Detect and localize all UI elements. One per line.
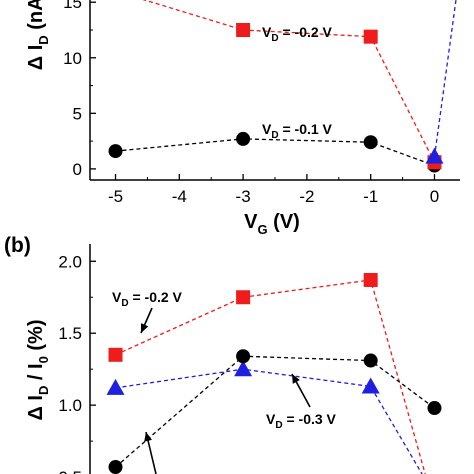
data-point — [108, 347, 123, 362]
y-axis-label: Δ ID / I0 (%) — [25, 319, 51, 420]
y-tick-label: 15 — [63, 0, 82, 12]
panel-a: 0 5 10 15 -5 -4 -3 -2 -1 0 VG (V) Δ ID (nA) VD = -0.… — [25, 0, 460, 237]
y-tick-label: 2.0 — [58, 252, 82, 271]
series-line — [115, 368, 423, 474]
series-line — [433, 0, 457, 157]
x-tick-label: -5 — [108, 187, 123, 206]
series-line — [142, 0, 436, 163]
arrow-head — [140, 323, 149, 333]
data-point — [361, 377, 380, 394]
data-point — [363, 29, 378, 44]
y-tick-label: 0 — [73, 160, 82, 179]
y-tick-label: 1.5 — [58, 324, 82, 343]
panel-label: (b) — [4, 234, 31, 257]
y-tick-label: 0.5 — [58, 468, 82, 474]
data-point — [106, 378, 125, 395]
x-tick-label: -2 — [299, 187, 314, 206]
y-tick-label: 10 — [63, 49, 82, 68]
plot-area-b — [106, 272, 442, 474]
series-line — [115, 355, 435, 468]
data-point — [236, 23, 251, 37]
data-point — [108, 460, 123, 474]
series-annotation: VD = -0.2 V — [112, 289, 183, 309]
y-axis-label: Δ ID (nA) — [25, 0, 51, 70]
y-tick-label: 1.0 — [58, 396, 82, 415]
series-line — [115, 279, 426, 474]
panel-b: 0.5 1.0 1.5 2.0 (b) Δ ID / I0 (%) VD = -0.2 V V… — [4, 234, 442, 474]
x-tick-label: -1 — [363, 187, 378, 206]
series-annotation: VD = -0.2 V — [262, 24, 333, 44]
x-tick-label: -4 — [172, 187, 187, 206]
data-point — [108, 144, 123, 159]
data-point — [236, 290, 251, 305]
series-line — [115, 138, 435, 167]
series-annotation: VD = -0.1 V — [262, 121, 333, 141]
x-axis-label: VG (V) — [244, 211, 300, 237]
data-point — [236, 349, 251, 364]
arrow-head — [144, 432, 152, 442]
x-tick-label: -3 — [236, 187, 251, 206]
data-point — [427, 401, 442, 416]
series-annotation: VD = -0.3 V — [266, 411, 337, 431]
plot-area-a — [108, 0, 457, 173]
data-point — [234, 360, 253, 377]
data-point — [425, 147, 444, 164]
arrow-head — [292, 374, 300, 384]
data-point — [363, 135, 378, 150]
data-point — [363, 272, 378, 287]
data-point — [363, 353, 378, 368]
data-point — [236, 131, 251, 146]
y-tick-label: 5 — [73, 104, 82, 123]
x-tick-label: 0 — [430, 187, 439, 206]
